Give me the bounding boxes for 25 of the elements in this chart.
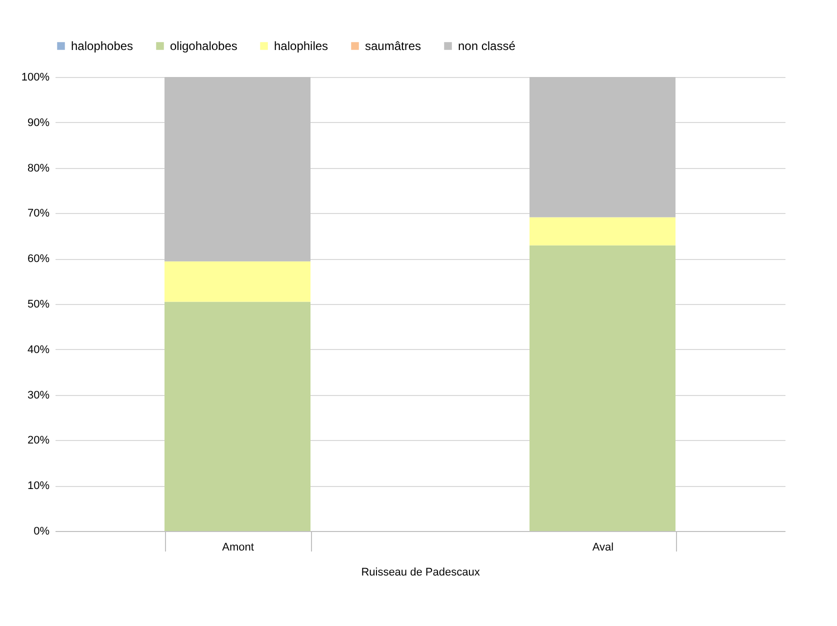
y-tick-label: 70% — [27, 208, 50, 220]
bar — [530, 217, 676, 246]
bar — [530, 245, 676, 531]
y-tick-label: 60% — [27, 253, 50, 266]
y-tick-label: 80% — [27, 162, 50, 174]
y-tick-label: 30% — [27, 389, 50, 402]
legend-label: halophiles — [274, 39, 328, 53]
bar — [164, 302, 310, 531]
y-tick-label: 90% — [27, 116, 50, 129]
y-tick-label: 100% — [21, 72, 50, 84]
y-tick-label: 50% — [27, 298, 50, 310]
legend-label: non classé — [458, 39, 516, 53]
y-tick-label: 40% — [27, 344, 50, 356]
legend-label: saumâtres — [365, 39, 422, 53]
x-tick-label: Aval — [592, 542, 614, 554]
legend-label: oligohalobes — [170, 39, 238, 53]
bar — [164, 77, 310, 262]
bar — [530, 77, 676, 218]
legend-label: halophobes — [71, 39, 134, 53]
y-tick-label: 0% — [34, 526, 50, 538]
x-axis-title: Ruisseau de Padescaux — [361, 566, 480, 578]
x-tick-label: Amont — [222, 542, 254, 554]
y-tick-label: 20% — [27, 434, 50, 447]
bar — [164, 261, 310, 302]
y-tick-label: 10% — [27, 480, 50, 492]
